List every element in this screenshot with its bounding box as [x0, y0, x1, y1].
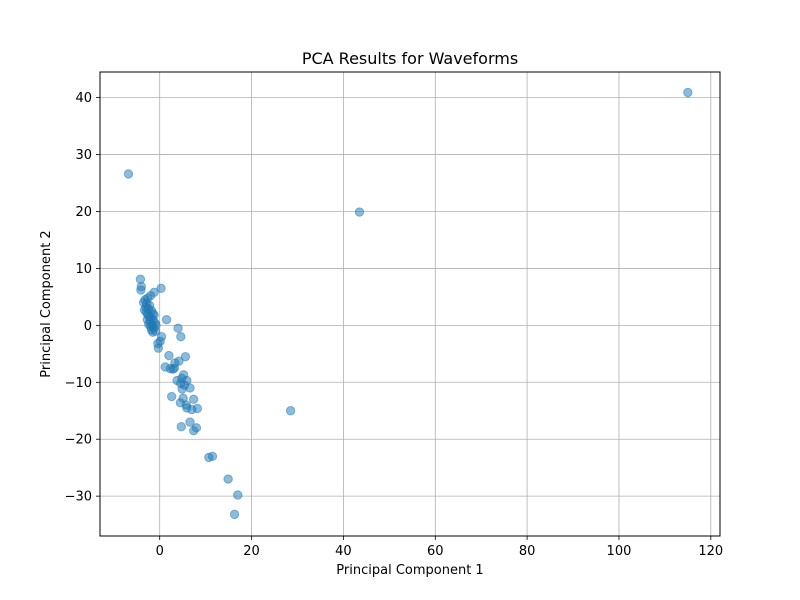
- scatter-point: [233, 490, 243, 500]
- y-tick-label: 40: [75, 91, 92, 106]
- scatter-point: [229, 509, 240, 520]
- scatter-point: [161, 314, 172, 325]
- plot-frame: [99, 71, 721, 537]
- y-tick-label: 20: [75, 205, 92, 220]
- scatter-point: [153, 343, 164, 353]
- chart-title: PCA Results for Waveforms: [302, 49, 518, 68]
- scatter-point: [188, 425, 199, 436]
- x-tick-label: 120: [698, 544, 723, 559]
- scatter-point: [207, 451, 218, 461]
- x-axis-ticks: 0 20 40 60 80 100 120: [156, 536, 723, 559]
- scatter-point: [185, 383, 195, 393]
- scatter-point: [166, 391, 177, 402]
- y-axis-label: Principal Component 2: [39, 230, 54, 377]
- x-tick-label: 80: [519, 544, 536, 559]
- y-tick-label: −10: [65, 376, 92, 391]
- scatter-point: [164, 350, 174, 361]
- scatter-point: [683, 87, 693, 98]
- scatter-point: [192, 403, 203, 414]
- scatter-point: [176, 332, 186, 342]
- y-tick-label: −20: [65, 433, 92, 448]
- y-tick-label: 10: [75, 262, 92, 277]
- y-tick-label: 0: [84, 319, 92, 334]
- scatter-point: [123, 169, 134, 179]
- scatter-point: [177, 384, 187, 394]
- x-tick-label: 60: [427, 544, 444, 559]
- y-axis-ticks: −30 −20 −10 0 10 20 30 40: [65, 91, 100, 505]
- x-tick-label: 40: [335, 544, 352, 559]
- scatter-point: [223, 474, 233, 484]
- scatter-point: [285, 406, 296, 416]
- x-tick-label: 20: [243, 544, 260, 559]
- scatter-point: [185, 417, 195, 427]
- scatter-point: [136, 285, 146, 295]
- x-tick-label: 100: [607, 544, 632, 559]
- scatter-point: [169, 363, 180, 373]
- scatter-point: [180, 351, 191, 362]
- scatter-point: [173, 323, 183, 333]
- x-axis-label: Principal Component 1: [336, 563, 483, 578]
- y-tick-label: 30: [75, 148, 92, 163]
- scatter-point: [148, 327, 158, 337]
- scatter-point: [176, 421, 186, 432]
- scatter-point: [188, 394, 199, 405]
- y-tick-label: −30: [65, 490, 92, 505]
- scatter-points: [123, 87, 693, 520]
- grid-lines: [100, 72, 720, 536]
- scatter-point: [156, 283, 166, 294]
- scatter-point: [354, 207, 365, 217]
- x-tick-label: 0: [156, 544, 164, 559]
